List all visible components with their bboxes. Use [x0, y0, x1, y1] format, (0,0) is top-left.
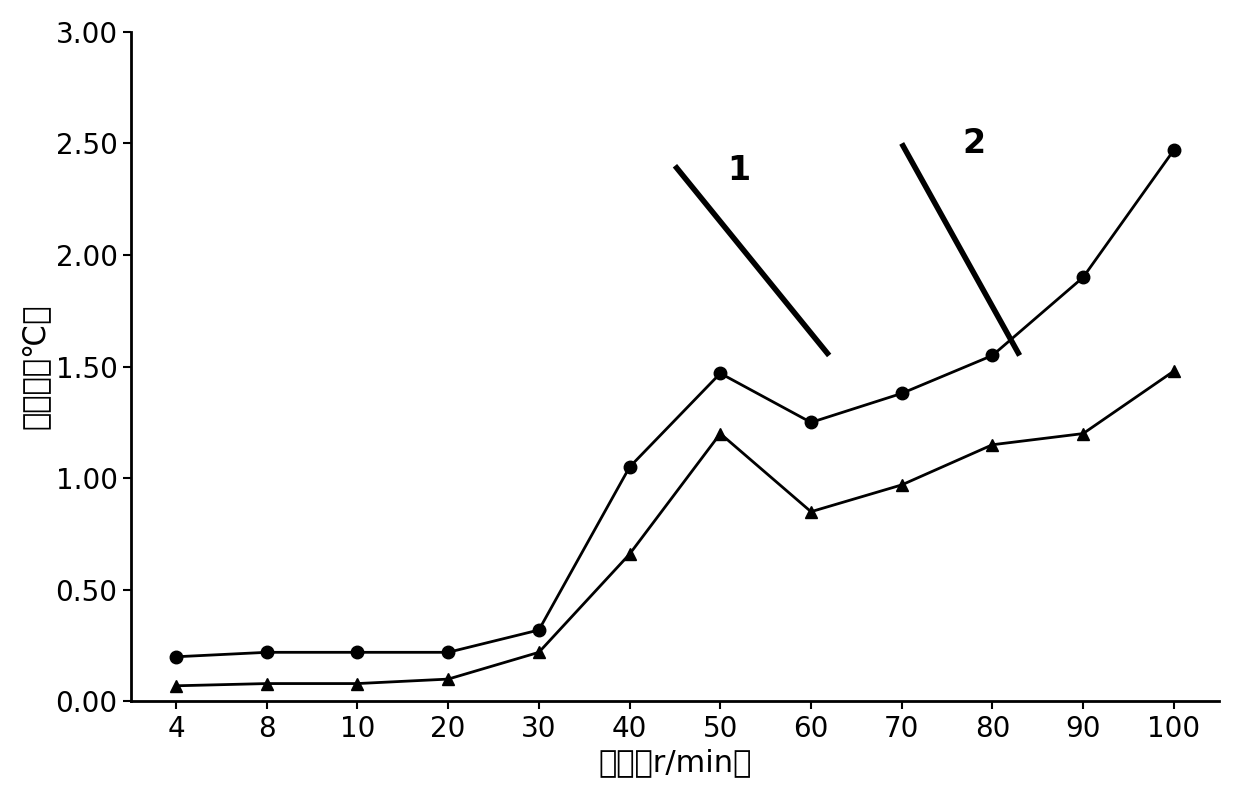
X-axis label: 转速（r/min）: 转速（r/min）: [598, 749, 751, 777]
Y-axis label: 温升值（℃）: 温升值（℃）: [21, 304, 50, 429]
Text: 1: 1: [727, 154, 750, 187]
Text: 2: 2: [962, 127, 986, 160]
